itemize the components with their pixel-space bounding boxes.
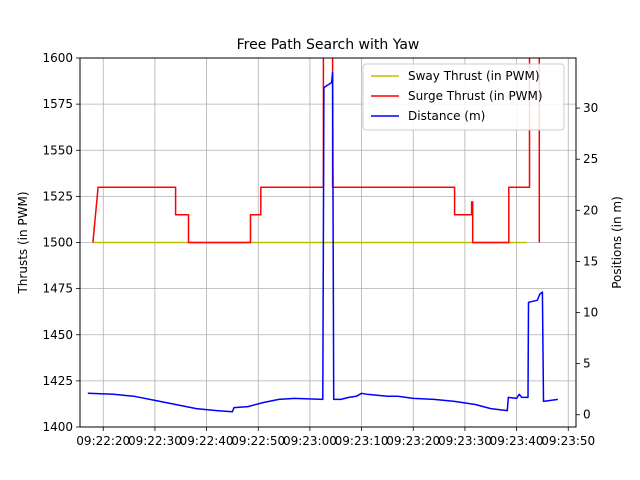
- chart-title: Free Path Search with Yaw: [237, 37, 420, 53]
- y-left-tick-label: 1425: [42, 374, 73, 388]
- x-tick-label: 09:22:40: [180, 434, 234, 448]
- y-right-tick-label: 20: [583, 203, 598, 217]
- y-right-tick-label: 0: [583, 408, 591, 422]
- y-right-tick-label: 15: [583, 254, 598, 268]
- y-left-tick-label: 1450: [42, 328, 73, 342]
- x-tick-label: 09:22:20: [76, 434, 130, 448]
- y-left-tick-label: 1600: [42, 51, 73, 65]
- y-left-tick-label: 1475: [42, 282, 73, 296]
- y-left-tick-label: 1400: [42, 420, 73, 434]
- legend-box: [362, 63, 565, 131]
- y-right-tick-label: 10: [583, 306, 598, 320]
- y-left-tick-label: 1575: [42, 97, 73, 111]
- x-tick-label: 09:23:10: [335, 434, 389, 448]
- legend: Sway Thrust (in PWM) Surge Thrust (in PWM…: [362, 63, 565, 131]
- legend-label: Distance (m): [408, 109, 485, 123]
- x-tick-label: 09:23:40: [490, 434, 544, 448]
- y-axis-left-title: Thrusts (in PWM): [16, 191, 30, 294]
- x-tick-label: 09:22:30: [128, 434, 182, 448]
- y-right-tick-label: 30: [583, 101, 598, 115]
- x-tick-label: 09:23:30: [438, 434, 492, 448]
- y-left-tick-label: 1500: [42, 236, 73, 250]
- x-tick-label: 09:23:50: [541, 434, 595, 448]
- y-left-tick-label: 1550: [42, 143, 73, 157]
- plot-lines: [87, 58, 559, 413]
- x-tick-label: 09:23:20: [386, 434, 440, 448]
- axes: 09:22:2009:22:3009:22:4009:22:5009:23:00…: [42, 51, 598, 448]
- x-tick-label: 09:22:50: [231, 434, 285, 448]
- y-left-tick-label: 1525: [42, 189, 73, 203]
- legend-label: Sway Thrust (in PWM): [408, 69, 540, 83]
- y-axis-right-title: Positions (in m): [610, 196, 624, 289]
- y-right-tick-label: 5: [583, 357, 591, 371]
- legend-label: Surge Thrust (in PWM): [408, 89, 543, 103]
- x-tick-label: 09:23:00: [283, 434, 337, 448]
- y-right-tick-label: 25: [583, 152, 598, 166]
- series-line-3: [87, 71, 559, 413]
